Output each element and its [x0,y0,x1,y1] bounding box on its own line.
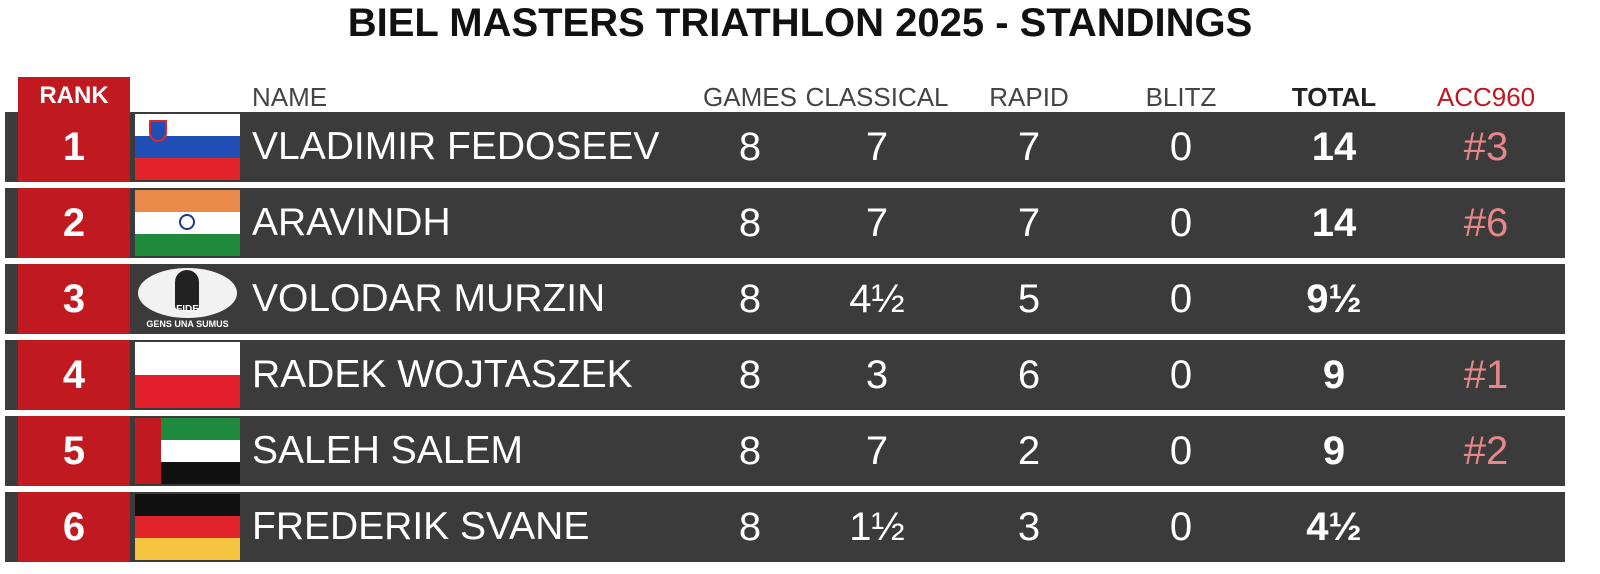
cell-total: 9 [1322,353,1346,397]
flag [135,494,240,560]
player-name: SALEH SALEM [252,429,523,472]
cell-games: 8 [738,201,762,245]
cell-acc960: #3 [1463,125,1509,169]
flag-stripe [135,494,240,516]
flag-emblem [179,214,195,230]
rank-cell: 3 [18,264,130,334]
cell-games: 8 [738,505,762,549]
flag [135,418,240,484]
cell-blitz: 0 [1169,429,1193,473]
header-rapid: RAPID [989,82,1069,112]
row-bar [5,492,1565,562]
title: BIEL MASTERS TRIATHLON 2025 - STANDINGS [347,1,1253,45]
flag-stripe [135,136,240,158]
flag-stripe [135,190,240,212]
cell-blitz: 0 [1169,125,1193,169]
cell-blitz: 0 [1169,201,1193,245]
player-name: ARAVINDH [252,201,451,244]
flag-stripe [135,158,240,180]
cell-classical: 7 [865,125,889,169]
player-name: VLADIMIR FEDOSEEV [252,125,660,168]
player-name: RADEK WOJTASZEK [252,353,633,396]
header-acc960: ACC960 [1436,82,1536,112]
cell-games: 8 [738,277,762,321]
cell-acc960: #2 [1463,429,1509,473]
cell-rapid: 6 [1017,353,1041,397]
cell-rapid: 3 [1017,505,1041,549]
rank-cell: 5 [18,416,130,486]
rank-cell: 6 [18,492,130,562]
flag-stripe [135,375,240,408]
flag [135,190,240,256]
header-games: GAMES [703,82,797,112]
cell-total: 9½ [1306,277,1362,321]
header-blitz: BLITZ [1145,82,1217,112]
logo-top: FIDE [176,304,199,315]
cell-total: 9 [1322,429,1346,473]
cell-acc960: #6 [1463,201,1509,245]
flag-stripe [135,538,240,560]
row-bar [5,112,1565,182]
cell-total: 14 [1311,201,1357,245]
logo-bottom: GENS UNA SUMUS [146,319,229,329]
flag: FIDE GENS UNA SUMUS [135,266,240,332]
cell-games: 8 [738,353,762,397]
cell-blitz: 0 [1169,353,1193,397]
logo-knight [175,270,199,310]
row-bar [5,416,1565,486]
flag-stripe [135,342,240,375]
flag-stripe [135,418,161,484]
cell-classical: 7 [865,429,889,473]
flag [135,342,240,408]
cell-total: 14 [1311,125,1357,169]
header-name: NAME [252,82,328,112]
cell-blitz: 0 [1169,505,1193,549]
cell-total: 4½ [1306,505,1362,549]
flag-stripe [135,516,240,538]
flag-stripe [161,462,240,484]
header-rank: RANK [18,77,130,112]
flag [135,114,240,180]
cell-rapid: 5 [1017,277,1041,321]
header-total: TOTAL [1291,82,1377,112]
row-bar [5,188,1565,258]
cell-classical: 4½ [849,277,905,321]
row-bar [5,264,1565,334]
cell-games: 8 [738,429,762,473]
flag-stripe [135,234,240,256]
cell-classical: 3 [865,353,889,397]
cell-blitz: 0 [1169,277,1193,321]
cell-acc960: #1 [1463,353,1509,397]
cell-games: 8 [738,125,762,169]
flag-stripe [161,418,240,440]
cell-rapid: 7 [1017,125,1041,169]
cell-rapid: 7 [1017,201,1041,245]
cell-classical: 7 [865,201,889,245]
player-name: FREDERIK SVANE [252,505,590,548]
cell-rapid: 2 [1017,429,1041,473]
row-bar [5,340,1565,410]
rank-cell: 2 [18,188,130,258]
header-classical: CLASSICAL [805,82,949,112]
rank-cell: 1 [18,112,130,182]
cell-classical: 1½ [849,505,905,549]
flag-emblem [149,120,167,142]
player-name: VOLODAR MURZIN [252,277,606,320]
rank-cell: 4 [18,340,130,410]
